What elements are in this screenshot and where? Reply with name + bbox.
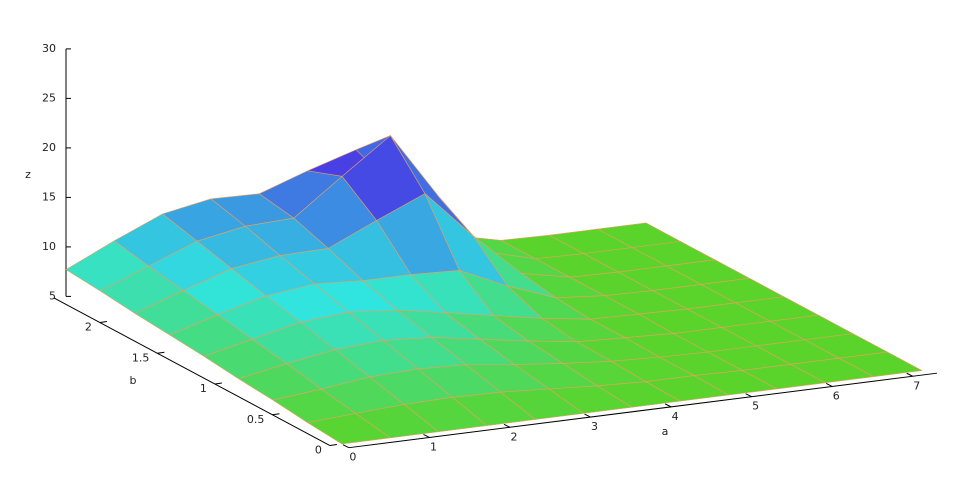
b-tick-label: 1: [200, 382, 207, 395]
b-tick: [99, 321, 107, 324]
b-tick-label: 2: [85, 321, 92, 334]
a-tick-label: 0: [349, 451, 356, 464]
b-tick: [157, 351, 165, 354]
b-tick: [214, 382, 222, 385]
a-axis-label: a: [662, 425, 669, 438]
a-tick: [423, 434, 430, 438]
a-tick-label: 7: [913, 379, 920, 392]
a-tick: [664, 403, 672, 408]
a-tick: [584, 413, 591, 418]
z-axis-label: z: [25, 168, 31, 181]
z-tick-label: 20: [42, 141, 56, 154]
surface-patch: [838, 351, 923, 377]
a-tick-label: 6: [833, 389, 840, 402]
a-tick-label: 3: [591, 420, 598, 433]
z-tick-label: 10: [42, 240, 56, 253]
a-tick-label: 1: [430, 440, 437, 453]
a-tick: [503, 423, 511, 428]
a-axis: [348, 372, 937, 449]
a-tick-label: 5: [752, 400, 759, 413]
b-tick-label: 0.5: [247, 413, 265, 426]
z-tick-label: 15: [42, 190, 56, 203]
b-tick-label: 1.5: [132, 351, 150, 364]
z-tick-label: 30: [42, 42, 56, 55]
b-tick: [272, 413, 280, 416]
b-tick-label: 0: [315, 444, 322, 457]
a-tick-label: 4: [672, 410, 679, 423]
a-tick: [906, 372, 913, 377]
z-tick-label: 5: [49, 289, 56, 302]
a-tick: [745, 393, 752, 398]
b-axis-label: b: [130, 374, 137, 387]
z-tick-label: 25: [42, 91, 56, 104]
b-tick: [329, 444, 337, 447]
a-tick: [342, 444, 350, 449]
a-tick-label: 2: [510, 430, 517, 443]
a-tick: [825, 383, 833, 387]
